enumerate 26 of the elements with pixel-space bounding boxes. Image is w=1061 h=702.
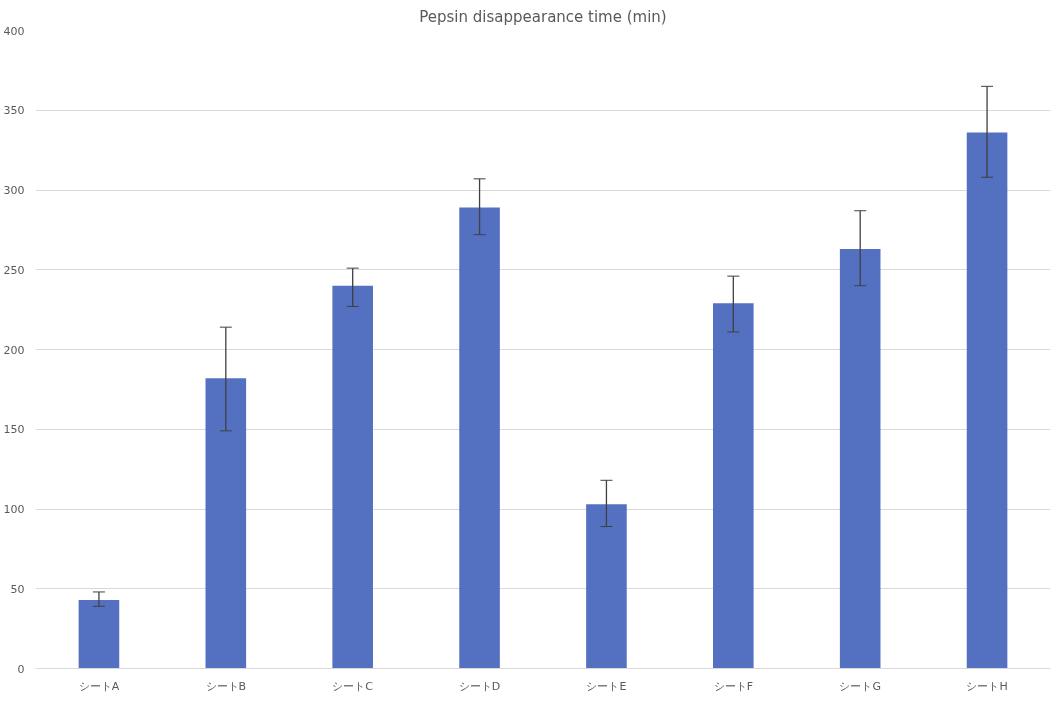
x-tick-label: シートF [713, 679, 753, 693]
bar [839, 249, 881, 669]
x-tick-label: シートB [205, 679, 247, 693]
bar [459, 207, 500, 669]
y-tick-label: 350 [3, 104, 25, 118]
x-tick-label: シートD [458, 679, 501, 693]
bar [332, 285, 373, 669]
chart-title: Pepsin disappearance time (min) [419, 7, 667, 26]
y-tick-label: 0 [17, 662, 25, 676]
x-tick-label: シートE [586, 679, 627, 693]
bar [586, 504, 627, 669]
y-tick-label: 50 [10, 582, 25, 596]
y-tick-label: 150 [3, 423, 25, 437]
y-tick-label: 200 [3, 343, 25, 357]
x-tick-label: シートC [332, 679, 374, 693]
x-tick-label: シートH [966, 679, 1008, 693]
y-tick-label: 250 [3, 263, 25, 277]
x-tick-label: シートA [78, 679, 120, 693]
bar [205, 378, 247, 669]
y-tick-label: 400 [3, 24, 25, 38]
y-tick-label: 300 [3, 184, 25, 197]
x-tick-label: シートG [839, 679, 881, 693]
bar [966, 132, 1008, 669]
y-tick-label: 100 [3, 503, 25, 516]
bar [78, 599, 120, 669]
bar [713, 303, 754, 669]
